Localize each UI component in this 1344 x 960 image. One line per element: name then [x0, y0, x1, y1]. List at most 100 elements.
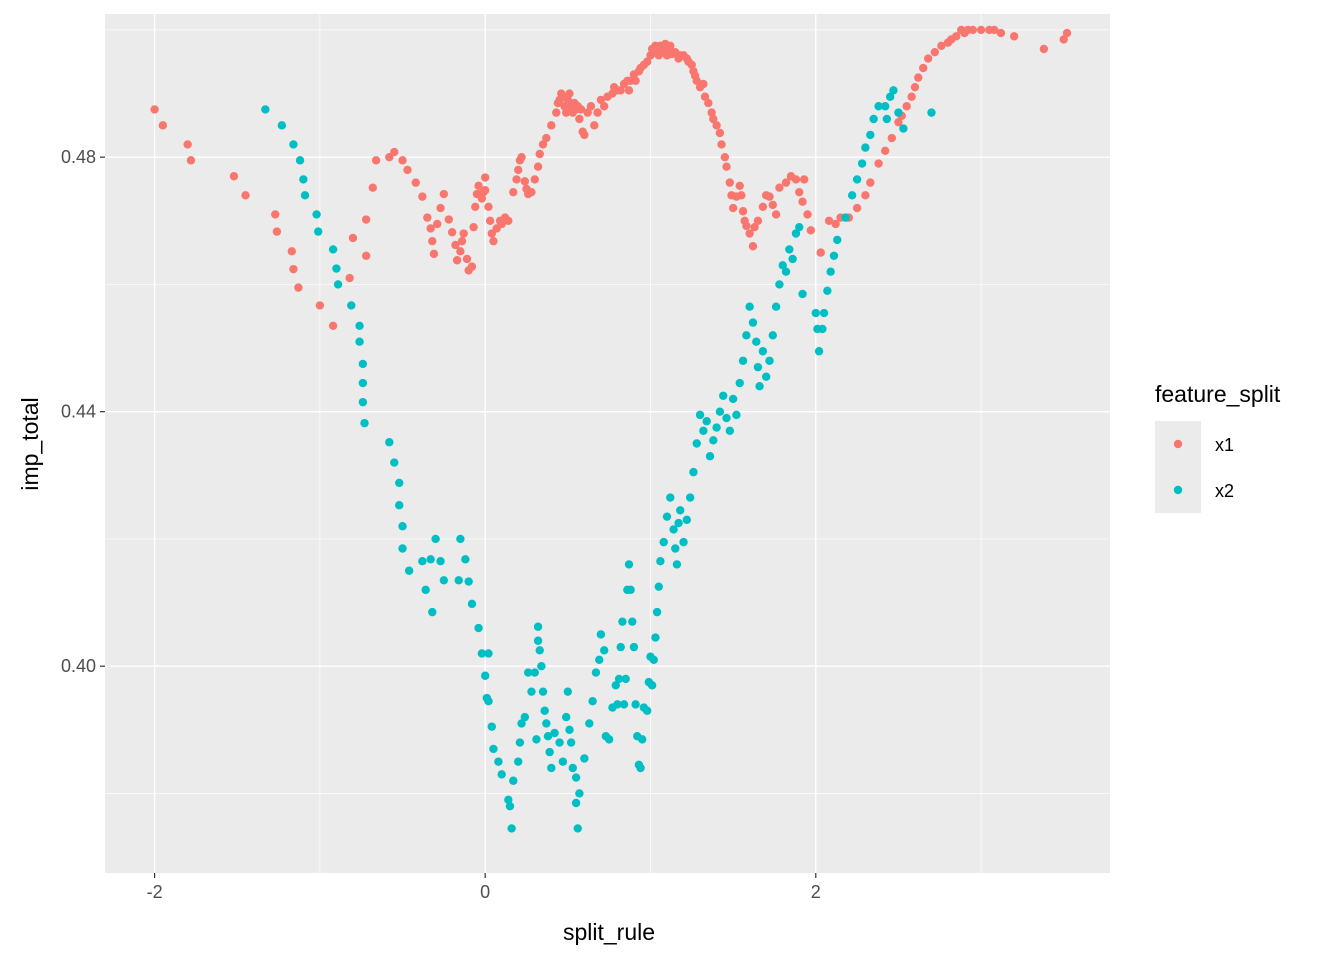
data-point-x2 — [768, 331, 777, 340]
x-tick-label: 2 — [811, 882, 821, 902]
data-point-x2 — [852, 175, 862, 184]
data-point-x1 — [497, 219, 506, 229]
data-point-x1 — [750, 222, 759, 232]
data-point-x2 — [826, 267, 835, 276]
data-point-x2 — [599, 646, 609, 655]
data-point-x2 — [289, 140, 298, 149]
data-point-x2 — [829, 251, 839, 260]
data-point-x2 — [568, 763, 577, 773]
data-point-x2 — [563, 687, 573, 696]
data-point-x2 — [771, 302, 781, 311]
grid-lines — [105, 14, 1110, 873]
data-point-x1 — [742, 221, 751, 231]
data-point-x2 — [619, 700, 629, 709]
data-point-x1 — [289, 264, 298, 274]
data-point-x1 — [489, 236, 498, 246]
data-point-x1 — [976, 25, 986, 35]
data-point-x1 — [512, 175, 521, 184]
data-point-x1 — [765, 192, 774, 201]
data-point-x1 — [436, 203, 445, 213]
data-point-x2 — [591, 668, 601, 677]
data-point-x1 — [803, 210, 812, 219]
data-point-x2 — [676, 506, 685, 515]
data-point-x2 — [596, 630, 606, 639]
data-point-x2 — [527, 687, 536, 696]
data-point-x1 — [575, 114, 584, 124]
data-point-x1 — [418, 192, 427, 201]
data-point-x1 — [735, 181, 744, 190]
legend-label-x1: x1 — [1215, 435, 1234, 455]
data-point-x1 — [930, 47, 939, 57]
data-point-x1 — [866, 178, 875, 187]
data-point-x2 — [507, 824, 516, 833]
data-point-x1 — [590, 121, 599, 130]
data-point-x2 — [651, 633, 660, 642]
data-point-x2 — [464, 577, 473, 586]
data-point-x2 — [474, 623, 483, 633]
data-point-x2 — [719, 391, 728, 400]
data-point-x2 — [894, 108, 903, 117]
data-point-x1 — [580, 130, 589, 140]
data-point-x2 — [735, 378, 744, 388]
data-point-x1 — [451, 240, 460, 250]
data-point-x2 — [629, 642, 639, 652]
data-point-x2 — [659, 537, 668, 547]
data-point-x2 — [841, 213, 850, 222]
data-point-x1 — [530, 175, 539, 184]
x-axis: -2 0 2 — [147, 873, 821, 902]
data-point-x2 — [517, 719, 526, 728]
data-point-x2 — [833, 235, 842, 245]
data-point-x1 — [831, 219, 840, 229]
data-point-x2 — [312, 210, 321, 219]
data-point-x1 — [348, 233, 358, 243]
data-point-x1 — [484, 202, 493, 211]
data-point-x1 — [368, 183, 377, 192]
data-point-x2 — [636, 763, 645, 773]
data-point-x2 — [795, 222, 804, 232]
data-point-x2 — [390, 458, 399, 467]
data-point-x2 — [758, 347, 768, 356]
data-point-x1 — [294, 283, 303, 292]
data-point-x2 — [695, 410, 705, 420]
data-point-x2 — [550, 728, 559, 738]
data-point-x1 — [707, 108, 716, 117]
data-point-x2 — [535, 646, 544, 655]
data-point-x1 — [795, 187, 804, 197]
data-point-x1 — [894, 117, 903, 127]
data-point-x1 — [272, 227, 282, 236]
data-point-x2 — [788, 254, 797, 264]
data-point-x2 — [358, 378, 368, 388]
data-point-x1 — [403, 165, 412, 175]
data-point-x1 — [361, 251, 371, 260]
data-point-x1 — [547, 121, 556, 130]
x-tick-label: 0 — [480, 882, 490, 902]
data-point-x1 — [150, 105, 159, 114]
data-point-x2 — [642, 706, 652, 715]
data-point-x2 — [885, 92, 895, 101]
data-point-x2 — [654, 582, 663, 591]
data-point-x1 — [748, 242, 758, 251]
data-point-x2 — [509, 776, 518, 785]
data-point-x1 — [345, 273, 354, 283]
data-point-x2 — [480, 671, 490, 680]
data-point-x2 — [819, 308, 829, 318]
data-point-x1 — [371, 156, 381, 165]
data-point-x2 — [261, 105, 270, 114]
legend-key-x1-dot — [1173, 439, 1183, 449]
data-point-x1 — [952, 32, 961, 41]
data-point-x1 — [791, 175, 801, 184]
data-point-x2 — [679, 537, 688, 547]
data-point-x2 — [732, 410, 741, 420]
data-point-x2 — [300, 191, 310, 200]
data-point-x2 — [487, 722, 496, 731]
data-point-x2 — [428, 607, 437, 617]
data-point-x1 — [520, 177, 530, 186]
data-point-x2 — [494, 757, 503, 766]
x-axis-title: split_rule — [563, 919, 655, 945]
data-point-x1 — [753, 216, 763, 225]
data-point-x2 — [347, 301, 356, 310]
data-point-x2 — [927, 108, 936, 117]
data-point-x2 — [395, 501, 404, 510]
data-point-x1 — [457, 236, 467, 246]
data-point-x2 — [722, 413, 731, 423]
